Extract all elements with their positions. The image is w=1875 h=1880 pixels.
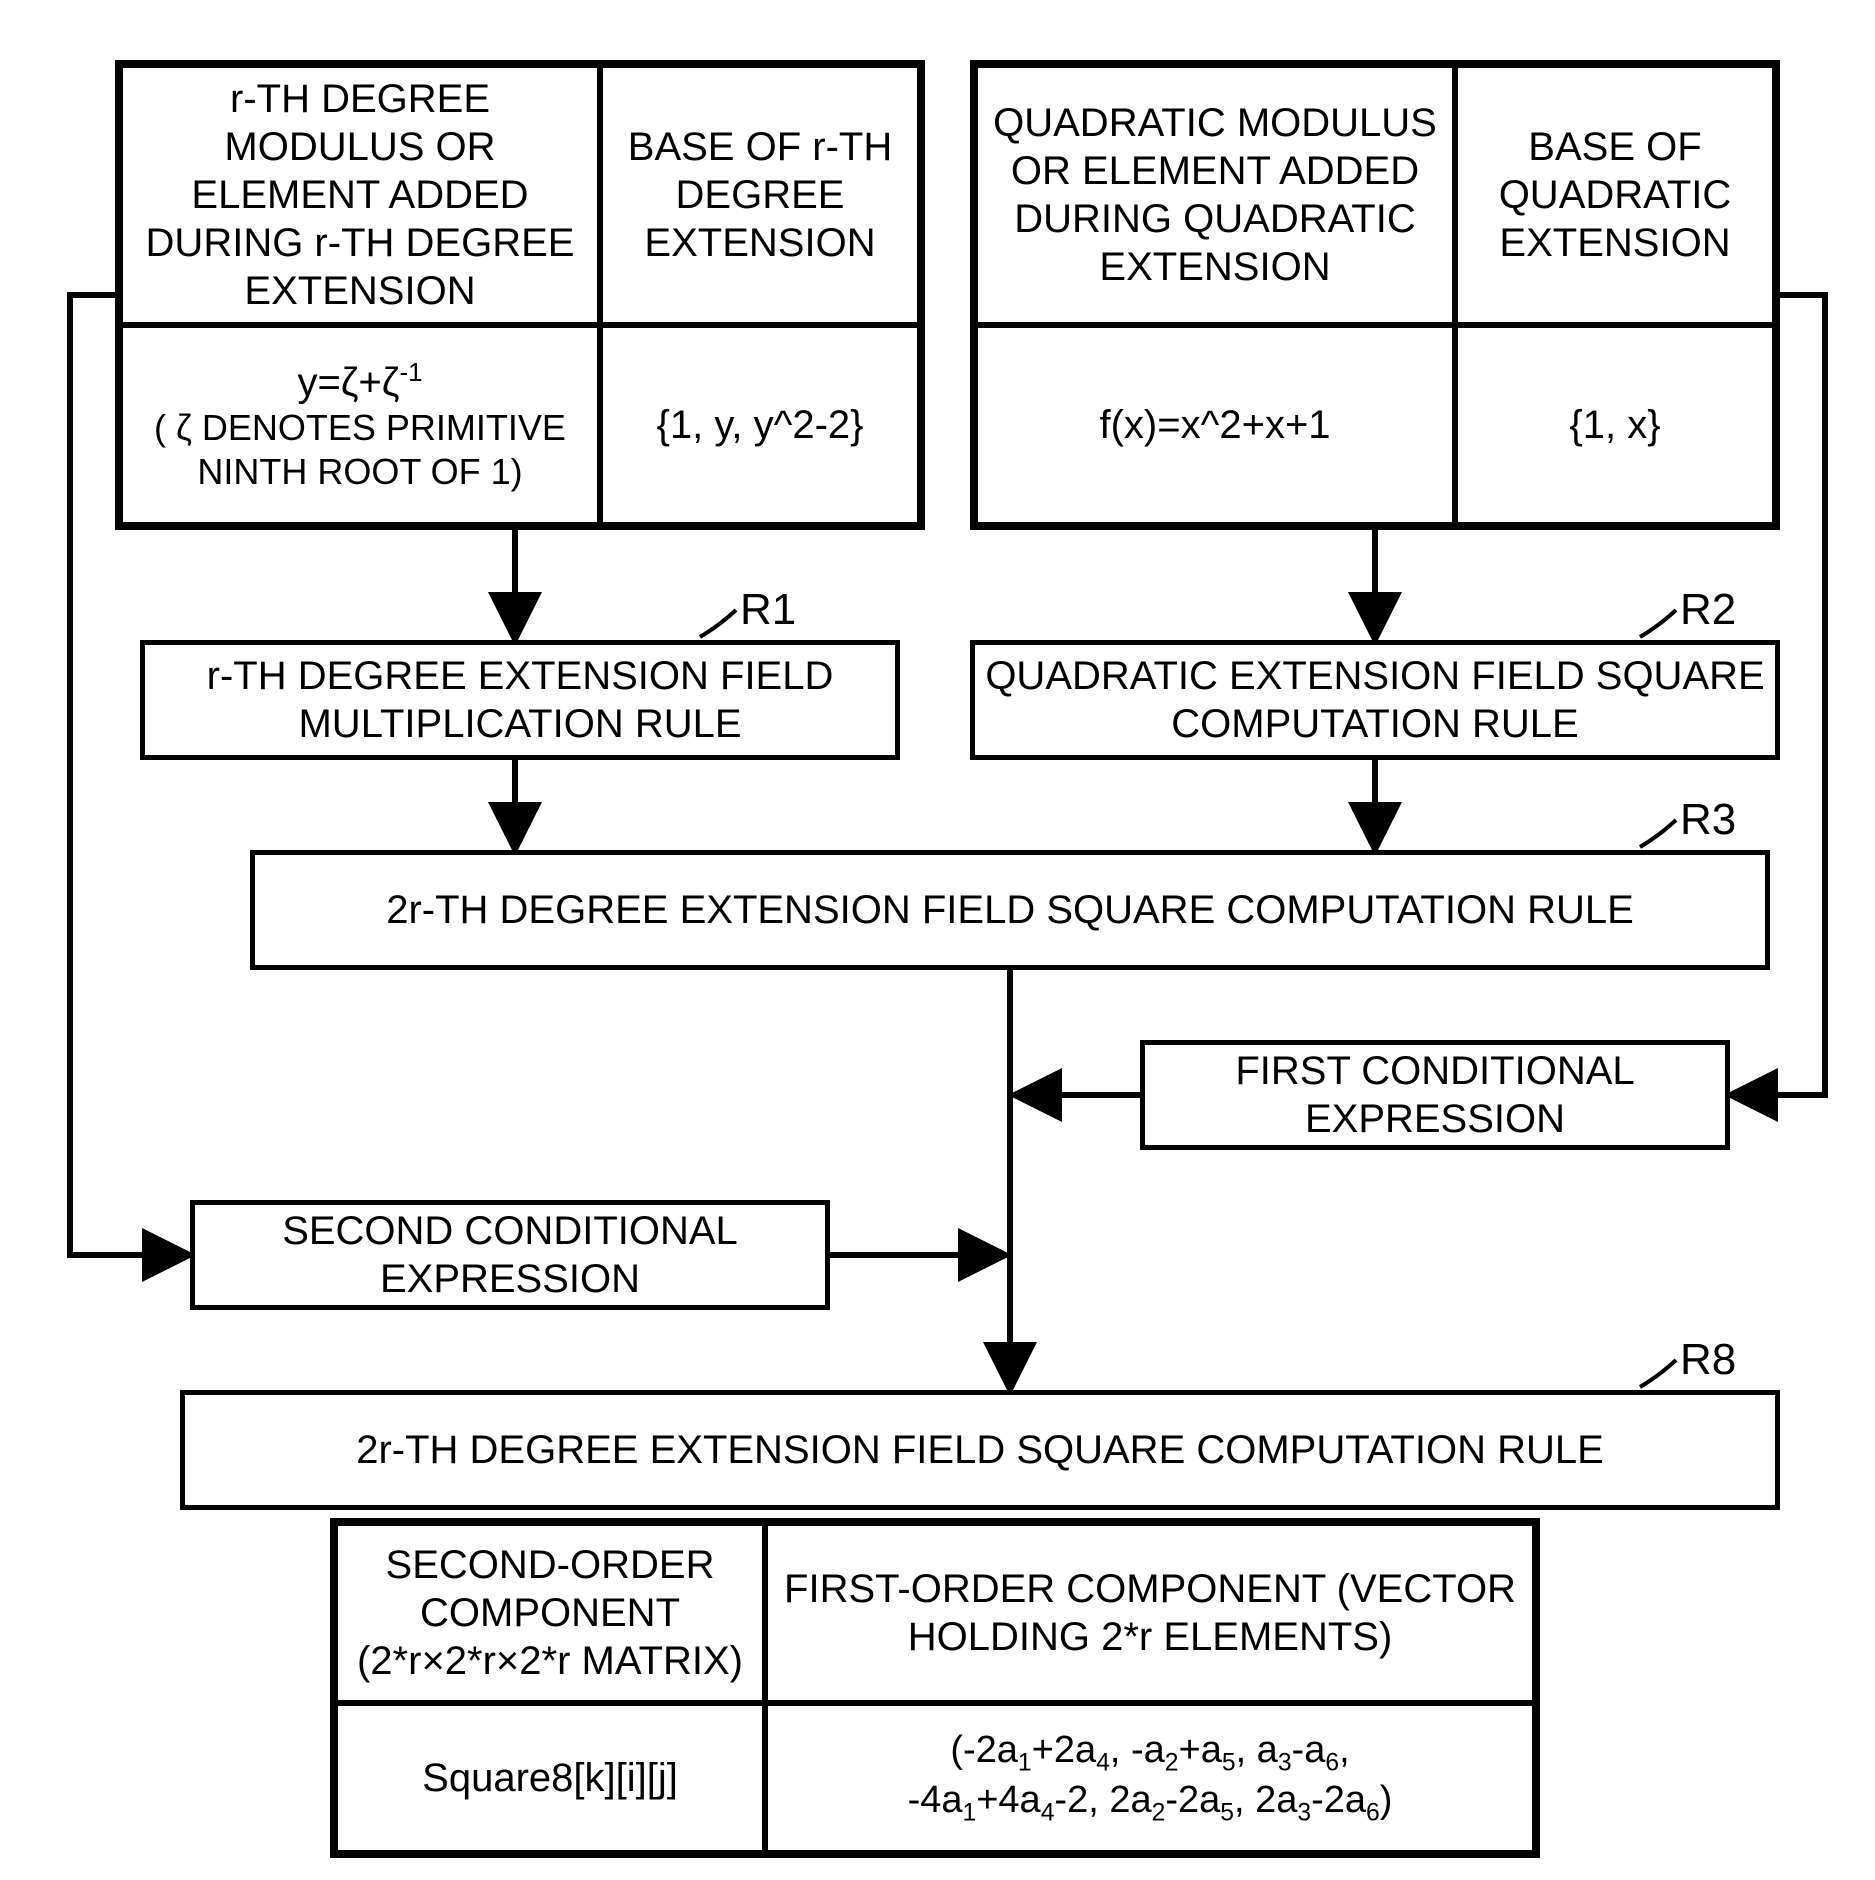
quadratic-table: QUADRATIC MODULUS OR ELEMENT ADDED DURIN… <box>970 60 1780 530</box>
rth-val0: y=ζ+ζ-1 ( ζ DENOTES PRIMITIVE NINTH ROOT… <box>120 325 600 525</box>
r8-label: R8 <box>1680 1335 1736 1385</box>
bottom-hdr0: SECOND-ORDER COMPONENT (2*r×2*r×2*r MATR… <box>335 1523 765 1703</box>
quad-hdr0: QUADRATIC MODULUS OR ELEMENT ADDED DURIN… <box>975 65 1455 325</box>
rth-val0-sup: -1 <box>399 357 422 387</box>
rth-hdr1: BASE OF r-TH DEGREE EXTENSION <box>600 65 920 325</box>
r3-label: R3 <box>1680 795 1736 845</box>
bottom-hdr1: FIRST-ORDER COMPONENT (VECTOR HOLDING 2*… <box>765 1523 1535 1703</box>
flowchart-diagram: r-TH DEGREE MODULUS OR ELEMENT ADDED DUR… <box>40 40 1835 1840</box>
rth-degree-table: r-TH DEGREE MODULUS OR ELEMENT ADDED DUR… <box>115 60 925 530</box>
second-conditional-box: SECOND CONDITIONAL EXPRESSION <box>190 1200 830 1310</box>
rth-val1: {1, y, y^2-2} <box>600 325 920 525</box>
r2-box: QUADRATIC EXTENSION FIELD SQUARE COMPUTA… <box>970 640 1780 760</box>
r3-box: 2r-TH DEGREE EXTENSION FIELD SQUARE COMP… <box>250 850 1770 970</box>
rth-hdr0: r-TH DEGREE MODULUS OR ELEMENT ADDED DUR… <box>120 65 600 325</box>
r1-box: r-TH DEGREE EXTENSION FIELD MULTIPLICATI… <box>140 640 900 760</box>
r1-label: R1 <box>740 585 796 635</box>
quad-val0: f(x)=x^2+x+1 <box>975 325 1455 525</box>
r8-box: 2r-TH DEGREE EXTENSION FIELD SQUARE COMP… <box>180 1390 1780 1510</box>
rth-val0-eq: y=ζ+ζ <box>297 360 399 404</box>
rth-val0-note: ( ζ DENOTES PRIMITIVE NINTH ROOT OF 1) <box>133 406 587 492</box>
bottom-table: SECOND-ORDER COMPONENT (2*r×2*r×2*r MATR… <box>330 1518 1540 1858</box>
vector-line2: -4a1+4a4-2, 2a2-2a5, 2a3-2a6) <box>908 1778 1393 1828</box>
quad-val1: {1, x} <box>1455 325 1775 525</box>
bottom-val1: (-2a1+2a4, -a2+a5, a3-a6, -4a1+4a4-2, 2a… <box>765 1703 1535 1853</box>
quad-hdr1: BASE OF QUADRATIC EXTENSION <box>1455 65 1775 325</box>
first-conditional-box: FIRST CONDITIONAL EXPRESSION <box>1140 1040 1730 1150</box>
bottom-val0: Square8[k][i][j] <box>335 1703 765 1853</box>
vector-line1: (-2a1+2a4, -a2+a5, a3-a6, <box>950 1728 1349 1778</box>
r2-label: R2 <box>1680 585 1736 635</box>
